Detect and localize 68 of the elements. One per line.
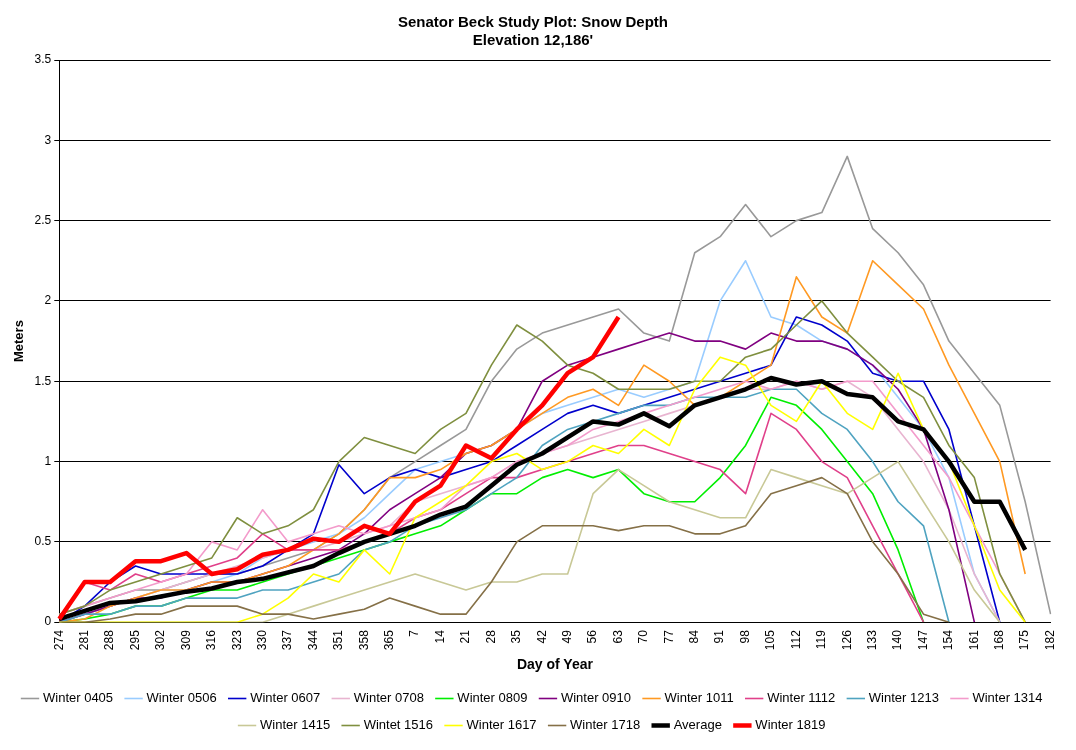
- legend-label: Winter 1112: [767, 690, 836, 706]
- legend-label: Winter 1415: [260, 717, 331, 733]
- x-tick-label: 21: [458, 629, 473, 644]
- x-tick-label: 63: [610, 629, 625, 644]
- x-tick-label: 302: [153, 629, 168, 651]
- y-tick-label: 0: [44, 614, 52, 629]
- x-tick-label: 309: [178, 629, 193, 651]
- x-tick-label: 344: [305, 629, 320, 651]
- x-tick-label: 147: [915, 629, 930, 651]
- x-tick-label: 28: [483, 629, 498, 644]
- x-tick-label: 105: [763, 629, 778, 651]
- x-tick-label: 295: [127, 629, 142, 651]
- x-tick-label: 98: [737, 629, 752, 644]
- x-tick-label: 330: [254, 629, 269, 651]
- x-tick-label: 35: [509, 629, 524, 644]
- legend-label: Wintet 1516: [363, 717, 433, 733]
- x-tick-label: 323: [229, 629, 244, 651]
- x-tick-label: 154: [941, 629, 956, 651]
- legend-label: Winter 1819: [755, 717, 826, 733]
- legend-label: Winter 0708: [353, 690, 424, 706]
- y-tick-label: 2: [44, 293, 52, 308]
- x-tick-label: 175: [1017, 629, 1032, 651]
- x-tick-label: 126: [839, 629, 854, 651]
- x-tick-label: 365: [382, 629, 397, 651]
- x-tick-label: 168: [992, 629, 1007, 651]
- y-tick-label: 3.5: [34, 52, 52, 67]
- y-tick-label: 1: [44, 453, 52, 468]
- x-tick-label: 133: [864, 629, 879, 651]
- x-tick-label: 316: [204, 629, 219, 651]
- legend-label: Winter 0506: [146, 690, 217, 706]
- legend-label: Winter 0809: [457, 690, 528, 706]
- chart-title: Senator Beck Study Plot: Snow Depth: [397, 13, 669, 31]
- legend-label: Winter 0607: [250, 690, 321, 706]
- x-tick-label: 161: [966, 629, 981, 651]
- x-tick-label: 351: [331, 629, 346, 651]
- x-tick-label: 358: [356, 629, 371, 651]
- x-tick-label: 42: [534, 629, 549, 644]
- x-tick-label: 182: [1042, 629, 1057, 651]
- y-tick-label: 3: [44, 132, 52, 147]
- x-tick-label: 112: [788, 629, 803, 650]
- x-tick-label: 281: [77, 629, 92, 651]
- legend-label: Winter 0910: [560, 690, 632, 706]
- x-tick-label: 56: [585, 629, 600, 644]
- x-tick-label: 84: [687, 629, 702, 644]
- legend-label: Winter 1617: [466, 717, 537, 733]
- x-tick-label: 49: [559, 629, 574, 644]
- y-tick-label: 1.5: [34, 373, 52, 388]
- x-tick-label: 91: [712, 629, 727, 644]
- x-tick-label: 288: [102, 629, 117, 651]
- y-tick-label: 0.5: [34, 534, 52, 549]
- x-tick-label: 7: [407, 629, 422, 637]
- x-tick-label: 140: [890, 629, 905, 651]
- legend-label: Winter 1314: [972, 690, 1043, 706]
- legend-label: Winter 1213: [868, 690, 939, 706]
- x-axis-title: Day of Year: [516, 656, 594, 673]
- legend-label: Winter 0405: [42, 690, 114, 706]
- x-tick-label: 119: [814, 629, 829, 650]
- chart-subtitle: Elevation 12,186': [472, 31, 594, 49]
- x-tick-label: 14: [432, 629, 447, 644]
- y-tick-label: 2.5: [34, 212, 52, 227]
- x-tick-label: 77: [661, 629, 676, 644]
- x-tick-label: 70: [636, 629, 651, 644]
- y-axis-title: Meters: [11, 320, 27, 363]
- x-tick-label: 274: [51, 629, 66, 651]
- x-tick-label: 337: [280, 629, 295, 651]
- legend-label: Winter 1718: [570, 717, 641, 733]
- legend-label: Average: [673, 717, 722, 733]
- legend-label: Winter 1011: [664, 690, 734, 706]
